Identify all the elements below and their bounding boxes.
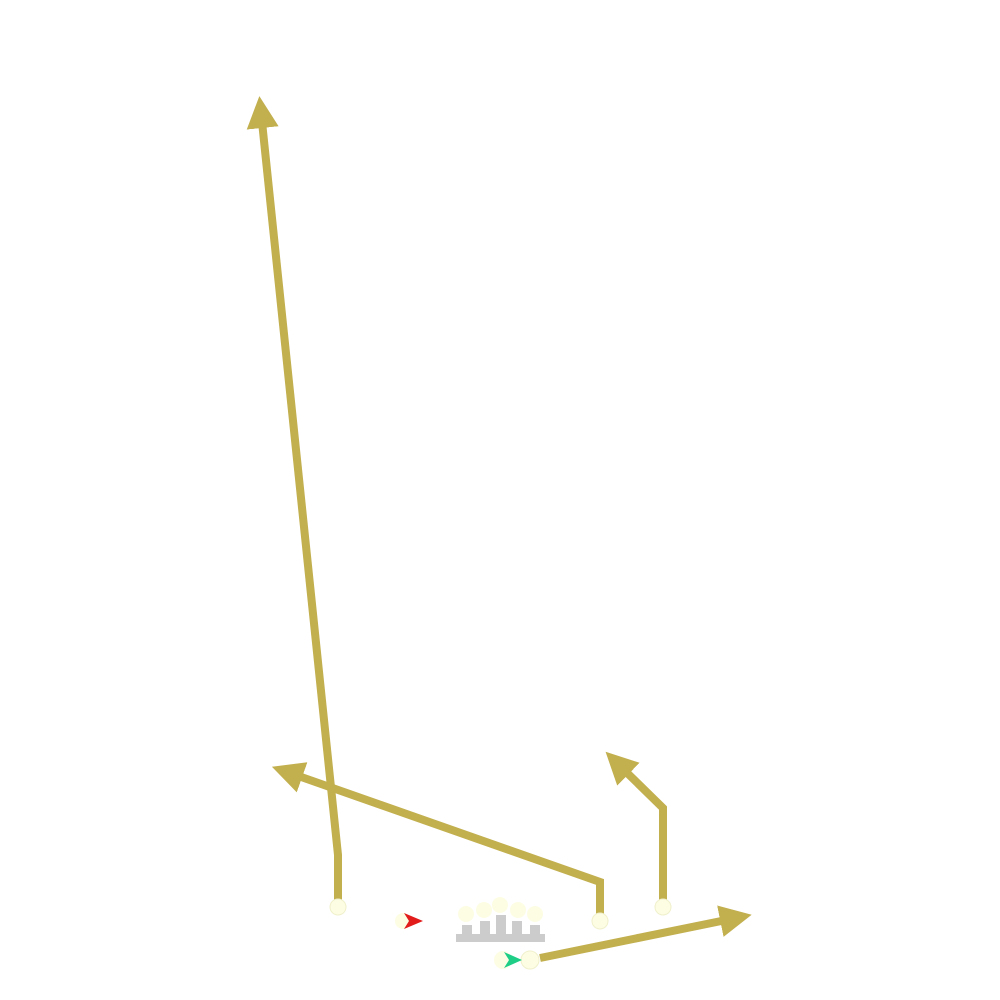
receiver-slot bbox=[591, 912, 609, 930]
receiver-left bbox=[329, 898, 347, 916]
green-arrow-marker bbox=[504, 952, 522, 968]
lineman-shadow bbox=[480, 921, 490, 935]
red-arrow-marker bbox=[404, 913, 423, 929]
go-route bbox=[246, 96, 342, 900]
skill-players bbox=[329, 898, 672, 970]
lineman bbox=[458, 906, 474, 922]
lineman-shadow bbox=[462, 925, 472, 935]
routes bbox=[246, 96, 752, 962]
markers bbox=[395, 913, 522, 969]
lineman bbox=[527, 906, 543, 922]
lineman bbox=[510, 902, 526, 918]
lineman-shadow bbox=[530, 925, 540, 935]
lineman-shadow bbox=[496, 915, 506, 935]
lineman-shadow bbox=[512, 921, 522, 935]
flat-route bbox=[539, 905, 752, 962]
in-route bbox=[271, 762, 604, 915]
lineman bbox=[492, 897, 508, 913]
receiver-right bbox=[654, 898, 672, 916]
lineman bbox=[476, 902, 492, 918]
running-back bbox=[520, 950, 540, 970]
offensive-line bbox=[456, 897, 545, 942]
lineman-shadow bbox=[456, 934, 545, 942]
corner-route bbox=[605, 751, 667, 905]
